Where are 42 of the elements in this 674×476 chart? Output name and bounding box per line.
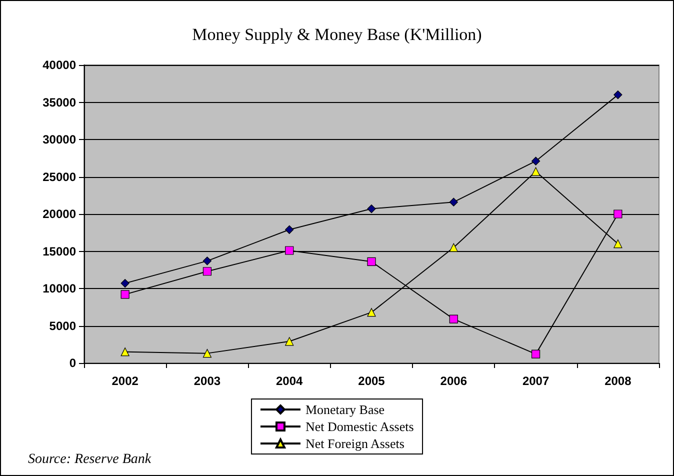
point — [614, 240, 622, 248]
point — [367, 204, 376, 214]
point — [120, 348, 130, 356]
point — [449, 198, 458, 206]
legend-label: Monetary Base — [305, 402, 385, 417]
chart-title: Money Supply & Money Base (K'Million) — [192, 25, 482, 44]
point — [285, 246, 294, 255]
x-tick-label: 2003 — [194, 374, 221, 388]
point — [285, 337, 294, 346]
point — [285, 225, 294, 234]
point — [531, 156, 540, 166]
x-tick-label: 2006 — [440, 374, 468, 388]
y-tick-label: 15000 — [42, 244, 76, 258]
legend-label: Net Domestic Assets — [305, 419, 414, 434]
point — [614, 210, 622, 218]
point — [367, 308, 376, 317]
y-tick-label: 20000 — [42, 207, 76, 221]
x-tick-label: 2002 — [112, 374, 139, 388]
y-tick-label: 30000 — [42, 132, 76, 146]
y-tick-label: 25000 — [42, 170, 76, 184]
point — [449, 243, 458, 252]
x-tick-label: 2004 — [276, 374, 304, 388]
point — [202, 349, 212, 358]
point — [202, 256, 212, 266]
y-tick-label: 40000 — [42, 58, 76, 72]
point — [614, 90, 622, 100]
y-tick-label: 5000 — [49, 318, 76, 333]
y-tick-label: 0 — [69, 356, 76, 370]
y-tick-label: 10000 — [42, 282, 76, 296]
source-note: Source: Reserve Bank — [28, 452, 152, 468]
point — [202, 267, 212, 276]
x-tick-label: 2007 — [522, 374, 550, 388]
y-tick-label: 35000 — [42, 95, 76, 110]
legend-label: Net Foreign Assets — [305, 436, 404, 451]
point — [120, 278, 130, 288]
point — [367, 257, 376, 266]
point — [449, 314, 458, 324]
point — [531, 167, 540, 176]
x-tick-label: 2008 — [604, 374, 632, 388]
point — [120, 290, 130, 299]
point — [531, 350, 540, 358]
x-tick-label: 2005 — [358, 374, 386, 388]
